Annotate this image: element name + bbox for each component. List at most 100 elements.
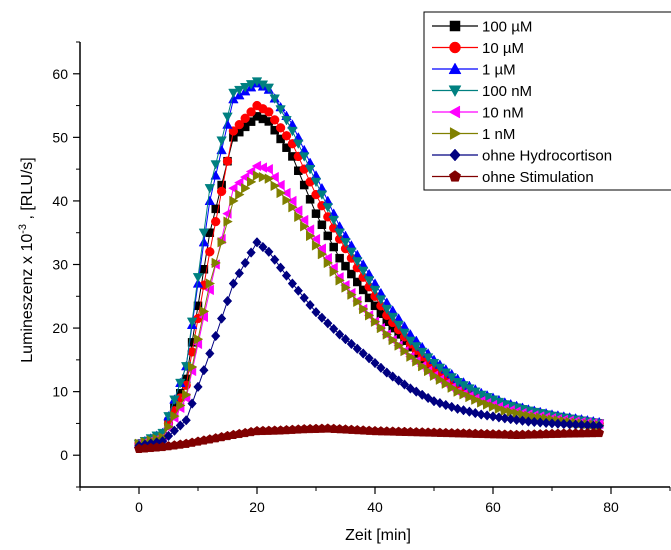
data-point — [334, 329, 345, 340]
x-axis-label: Zeit [min] — [345, 527, 411, 544]
data-point — [175, 378, 186, 389]
data-point — [298, 214, 309, 226]
data-point — [275, 123, 286, 133]
data-point — [163, 430, 174, 442]
y-tick-label: 60 — [52, 66, 68, 82]
data-point — [323, 318, 333, 329]
data-point — [364, 353, 374, 364]
legend-box — [423, 11, 671, 191]
data-point — [357, 266, 369, 277]
legend-marker — [448, 170, 462, 182]
data-point — [264, 246, 274, 257]
data-point — [317, 248, 328, 260]
data-point — [198, 236, 210, 247]
data-point — [428, 358, 440, 369]
data-point — [228, 126, 239, 136]
y-tick-label: 20 — [52, 320, 68, 336]
data-point — [458, 405, 469, 416]
x-tick-label: 60 — [485, 499, 501, 515]
data-point — [418, 360, 428, 372]
data-point — [500, 405, 511, 416]
data-point — [323, 257, 334, 269]
data-point — [376, 362, 386, 373]
y-tick-label: 10 — [52, 384, 68, 400]
data-point — [245, 80, 257, 90]
data-point — [304, 224, 315, 235]
data-point — [471, 394, 481, 405]
legend-marker — [449, 148, 461, 162]
data-point — [240, 113, 250, 123]
data-point — [240, 257, 250, 269]
legend-label: 100 nM — [482, 83, 532, 100]
data-point — [506, 413, 516, 425]
data-point — [399, 328, 410, 339]
data-point — [169, 425, 180, 436]
data-point — [346, 338, 357, 350]
data-point — [334, 228, 345, 239]
data-point — [247, 176, 257, 188]
data-point — [341, 261, 350, 271]
y-axis-label-exponent: -3 — [17, 224, 29, 234]
data-point — [223, 216, 233, 227]
data-point — [441, 378, 452, 389]
data-point — [228, 182, 238, 194]
data-point — [382, 367, 392, 378]
data-point — [270, 115, 280, 125]
data-point — [210, 160, 221, 170]
data-point — [394, 340, 404, 351]
data-point — [359, 303, 369, 315]
data-point — [269, 171, 279, 183]
data-point — [298, 152, 310, 162]
data-point — [353, 296, 363, 308]
data-point — [465, 391, 475, 403]
data-point — [205, 278, 216, 289]
data-point — [252, 237, 262, 248]
data-point — [370, 316, 381, 327]
data-point — [264, 173, 275, 184]
series-6 — [134, 237, 604, 451]
data-point — [281, 131, 292, 141]
data-point — [482, 410, 492, 421]
legend-marker — [449, 41, 461, 54]
data-point — [316, 190, 328, 200]
data-point — [405, 336, 416, 347]
data-point — [511, 414, 522, 426]
y-axis-label: Lumineszenz x 10-3 , [RLU/s] — [17, 157, 36, 362]
data-point — [288, 202, 298, 213]
data-point — [192, 278, 204, 288]
legend-marker — [448, 105, 461, 119]
data-point — [234, 119, 244, 130]
data-point — [547, 418, 557, 429]
data-point — [353, 277, 362, 287]
data-point — [388, 334, 399, 346]
data-point — [164, 421, 174, 432]
data-point — [335, 275, 345, 286]
data-point — [470, 407, 480, 419]
data-point — [412, 356, 422, 367]
data-point — [311, 240, 322, 251]
data-point — [328, 215, 339, 226]
data-point — [217, 237, 227, 248]
data-point — [488, 401, 499, 412]
data-point — [347, 289, 357, 300]
data-point — [399, 379, 410, 390]
y-tick-label: 30 — [52, 257, 68, 273]
data-point — [500, 413, 510, 424]
data-point — [292, 205, 303, 216]
data-point — [446, 373, 457, 383]
data-point — [264, 107, 274, 117]
data-point — [246, 107, 256, 117]
data-point — [275, 105, 286, 115]
data-point — [258, 171, 269, 183]
data-point — [176, 400, 186, 411]
data-point — [193, 381, 203, 393]
axes: 0 20 40 60 80 0 10 20 30 40 50 60 — [52, 41, 671, 515]
legend-label: ohne Hydrocortison — [482, 148, 612, 165]
data-point — [252, 170, 263, 181]
data-point — [347, 269, 356, 279]
data-point — [228, 88, 239, 99]
data-point — [365, 310, 375, 321]
data-point — [211, 204, 220, 214]
data-point — [535, 417, 545, 428]
data-point — [198, 228, 210, 239]
